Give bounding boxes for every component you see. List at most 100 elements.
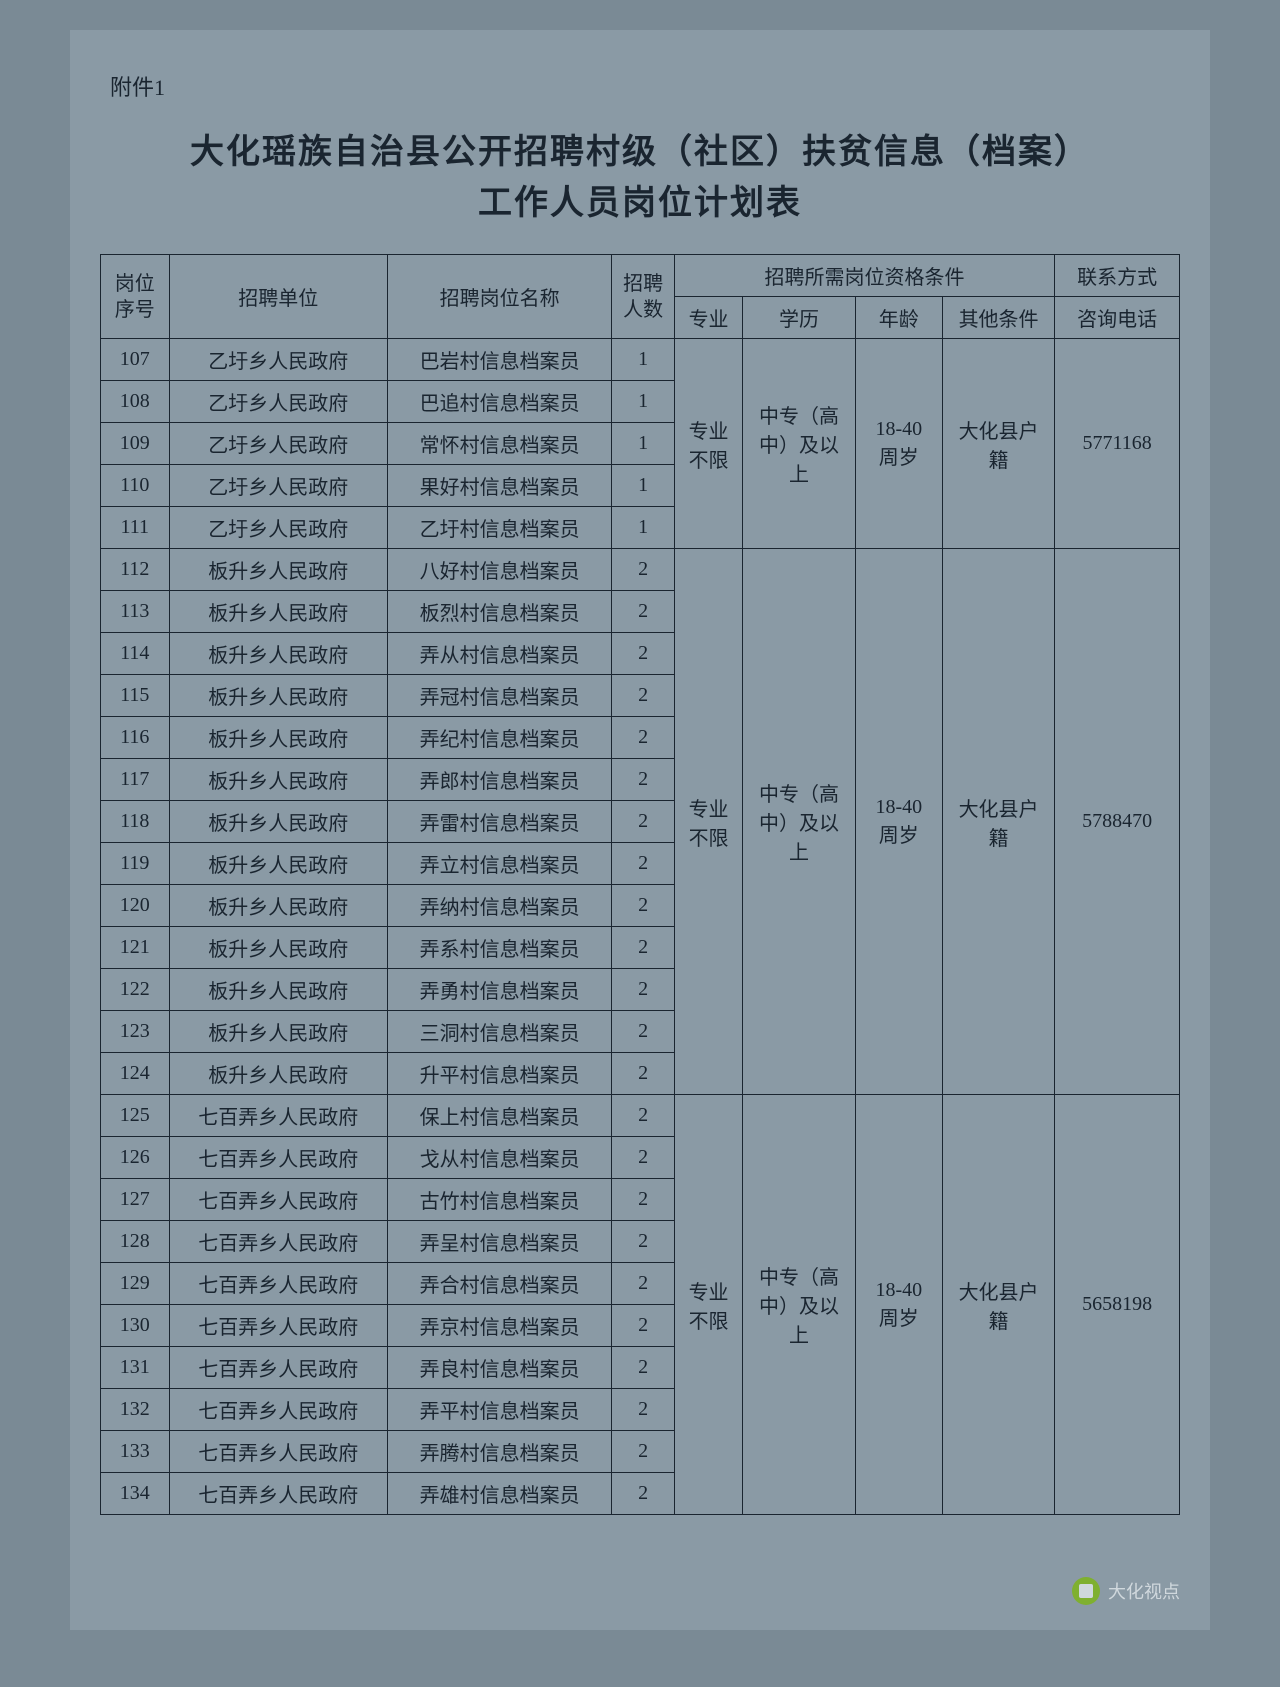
header-unit: 招聘单位	[169, 255, 387, 339]
cell-seq: 107	[101, 339, 170, 381]
header-position: 招聘岗位名称	[387, 255, 612, 339]
cell-unit: 乙圩乡人民政府	[169, 465, 387, 507]
cell-unit: 板升乡人民政府	[169, 927, 387, 969]
cell-count: 2	[612, 1389, 674, 1431]
cell-major: 专业 不限	[674, 339, 743, 549]
cell-count: 2	[612, 1179, 674, 1221]
cell-unit: 板升乡人民政府	[169, 801, 387, 843]
cell-position: 弄腾村信息档案员	[387, 1431, 612, 1473]
cell-count: 2	[612, 1221, 674, 1263]
cell-seq: 113	[101, 591, 170, 633]
cell-count: 1	[612, 423, 674, 465]
cell-unit: 七百弄乡人民政府	[169, 1473, 387, 1515]
cell-position: 八好村信息档案员	[387, 549, 612, 591]
cell-education: 中专（高 中）及以 上	[743, 1095, 855, 1515]
cell-unit: 板升乡人民政府	[169, 843, 387, 885]
cell-count: 1	[612, 507, 674, 549]
table-body: 107乙圩乡人民政府巴岩村信息档案员1专业 不限中专（高 中）及以 上18-40…	[101, 339, 1180, 1515]
header-count: 招聘 人数	[612, 255, 674, 339]
cell-seq: 110	[101, 465, 170, 507]
cell-phone: 5771168	[1055, 339, 1180, 549]
cell-position: 巴岩村信息档案员	[387, 339, 612, 381]
cell-unit: 板升乡人民政府	[169, 549, 387, 591]
header-qualification-group: 招聘所需岗位资格条件	[674, 255, 1054, 297]
cell-count: 2	[612, 969, 674, 1011]
cell-education: 中专（高 中）及以 上	[743, 549, 855, 1095]
cell-count: 2	[612, 717, 674, 759]
cell-unit: 板升乡人民政府	[169, 1011, 387, 1053]
cell-seq: 131	[101, 1347, 170, 1389]
cell-unit: 板升乡人民政府	[169, 591, 387, 633]
cell-seq: 134	[101, 1473, 170, 1515]
document-page: 附件1 大化瑶族自治县公开招聘村级（社区）扶贫信息（档案） 工作人员岗位计划表 …	[70, 30, 1210, 1630]
cell-unit: 七百弄乡人民政府	[169, 1389, 387, 1431]
table-row: 107乙圩乡人民政府巴岩村信息档案员1专业 不限中专（高 中）及以 上18-40…	[101, 339, 1180, 381]
cell-position: 弄纳村信息档案员	[387, 885, 612, 927]
cell-count: 2	[612, 549, 674, 591]
cell-seq: 119	[101, 843, 170, 885]
cell-position: 弄勇村信息档案员	[387, 969, 612, 1011]
cell-unit: 乙圩乡人民政府	[169, 507, 387, 549]
cell-seq: 112	[101, 549, 170, 591]
cell-count: 2	[612, 759, 674, 801]
cell-position: 弄雷村信息档案员	[387, 801, 612, 843]
attachment-label: 附件1	[100, 70, 1180, 102]
cell-position: 古竹村信息档案员	[387, 1179, 612, 1221]
cell-unit: 七百弄乡人民政府	[169, 1347, 387, 1389]
cell-position: 三洞村信息档案员	[387, 1011, 612, 1053]
wechat-icon	[1072, 1577, 1100, 1605]
cell-seq: 126	[101, 1137, 170, 1179]
watermark-text: 大化视点	[1108, 1578, 1180, 1604]
header-phone: 咨询电话	[1055, 297, 1180, 339]
header-age: 年龄	[855, 297, 942, 339]
cell-phone: 5658198	[1055, 1095, 1180, 1515]
cell-count: 2	[612, 885, 674, 927]
cell-major: 专业 不限	[674, 549, 743, 1095]
cell-unit: 板升乡人民政府	[169, 885, 387, 927]
cell-unit: 乙圩乡人民政府	[169, 423, 387, 465]
cell-count: 1	[612, 465, 674, 507]
cell-count: 1	[612, 381, 674, 423]
cell-unit: 板升乡人民政府	[169, 969, 387, 1011]
cell-unit: 七百弄乡人民政府	[169, 1137, 387, 1179]
table-header: 岗位 序号 招聘单位 招聘岗位名称 招聘 人数 招聘所需岗位资格条件 联系方式 …	[101, 255, 1180, 339]
cell-unit: 七百弄乡人民政府	[169, 1221, 387, 1263]
cell-position: 弄冠村信息档案员	[387, 675, 612, 717]
cell-count: 2	[612, 1011, 674, 1053]
header-major: 专业	[674, 297, 743, 339]
cell-seq: 114	[101, 633, 170, 675]
cell-count: 2	[612, 1263, 674, 1305]
cell-seq: 117	[101, 759, 170, 801]
cell-seq: 124	[101, 1053, 170, 1095]
cell-position: 常怀村信息档案员	[387, 423, 612, 465]
cell-count: 2	[612, 1053, 674, 1095]
cell-age: 18-40 周岁	[855, 549, 942, 1095]
cell-unit: 板升乡人民政府	[169, 633, 387, 675]
cell-position: 弄立村信息档案员	[387, 843, 612, 885]
cell-seq: 132	[101, 1389, 170, 1431]
table-row: 125七百弄乡人民政府保上村信息档案员2专业 不限中专（高 中）及以 上18-4…	[101, 1095, 1180, 1137]
cell-seq: 129	[101, 1263, 170, 1305]
cell-phone: 5788470	[1055, 549, 1180, 1095]
cell-count: 2	[612, 633, 674, 675]
cell-unit: 乙圩乡人民政府	[169, 381, 387, 423]
cell-position: 弄良村信息档案员	[387, 1347, 612, 1389]
cell-position: 果好村信息档案员	[387, 465, 612, 507]
cell-seq: 111	[101, 507, 170, 549]
cell-count: 2	[612, 1095, 674, 1137]
cell-unit: 板升乡人民政府	[169, 759, 387, 801]
watermark: 大化视点	[1072, 1577, 1180, 1605]
cell-count: 2	[612, 927, 674, 969]
cell-seq: 125	[101, 1095, 170, 1137]
cell-position: 弄平村信息档案员	[387, 1389, 612, 1431]
cell-seq: 116	[101, 717, 170, 759]
cell-seq: 118	[101, 801, 170, 843]
cell-position: 巴追村信息档案员	[387, 381, 612, 423]
cell-seq: 127	[101, 1179, 170, 1221]
cell-count: 1	[612, 339, 674, 381]
cell-seq: 108	[101, 381, 170, 423]
cell-count: 2	[612, 591, 674, 633]
cell-seq: 130	[101, 1305, 170, 1347]
main-table: 岗位 序号 招聘单位 招聘岗位名称 招聘 人数 招聘所需岗位资格条件 联系方式 …	[100, 254, 1180, 1515]
cell-unit: 板升乡人民政府	[169, 675, 387, 717]
